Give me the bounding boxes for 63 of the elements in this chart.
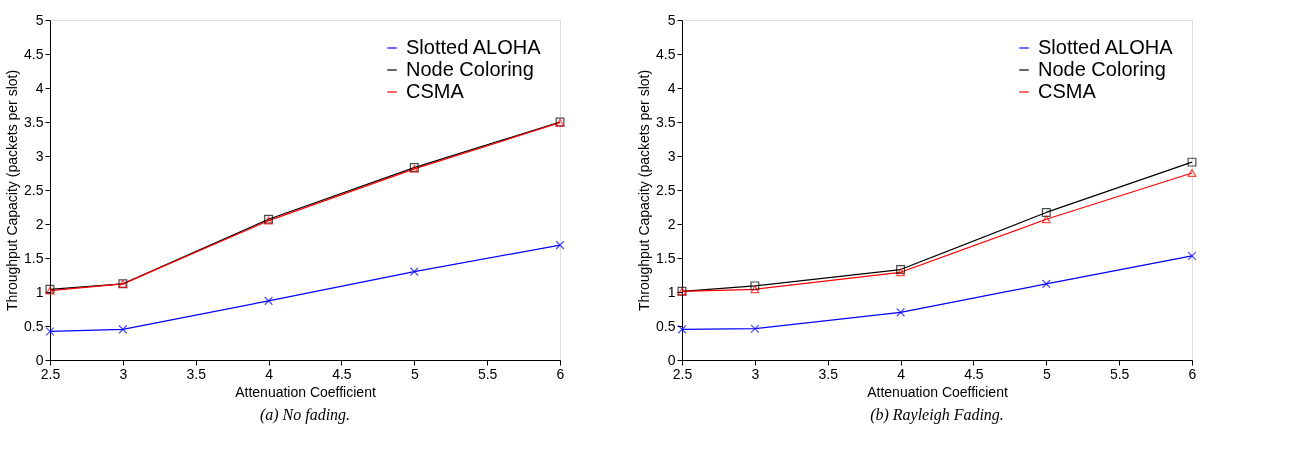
y-tick-label: 1	[35, 283, 44, 300]
point	[750, 285, 760, 294]
y-tick-label: 5	[667, 11, 676, 28]
y-tick-label: 2.5	[24, 181, 44, 198]
legend-label: CSMA	[406, 80, 465, 102]
y-tick-label: 3	[667, 147, 676, 164]
legend-label: Slotted ALOHA	[406, 36, 542, 58]
y-tick-label: 0.5	[24, 317, 44, 334]
point	[750, 324, 760, 334]
y-tick-label: 3.5	[656, 113, 676, 130]
x-tick-label: 6	[556, 365, 565, 382]
x-tick-label: 4.5	[332, 365, 352, 382]
x-axis-title: Attenuation Coefficient	[867, 383, 1008, 400]
legend-label: Node Coloring	[406, 58, 534, 80]
legend-label: CSMA	[1038, 80, 1097, 102]
y-tick-label: 3	[35, 147, 44, 164]
x-axis-title: Attenuation Coefficient	[235, 383, 376, 400]
y-tick-label: 3.5	[24, 113, 44, 130]
x-tick-label: 3	[119, 365, 128, 382]
y-tick-label: 4	[667, 79, 676, 96]
y-tick-label: 4.5	[656, 45, 676, 62]
point	[1041, 215, 1051, 224]
y-tick-label: 4.5	[24, 45, 44, 62]
point	[264, 296, 274, 306]
y-tick-label: 1.5	[656, 249, 676, 266]
text: (b) Rayleigh Fading.	[870, 406, 1004, 424]
y-tick-label: 4	[35, 79, 44, 96]
point	[1187, 169, 1197, 177]
y-tick-label: 0	[667, 351, 676, 368]
y-tick-label: 2.5	[656, 181, 676, 198]
point	[409, 267, 419, 277]
y-axis-title: Throughput Capacity (packets per slot)	[4, 69, 21, 312]
x-tick-label: 4.5	[964, 365, 984, 382]
y-tick-label: 2	[667, 215, 676, 232]
y-tick-label: 1.5	[24, 249, 44, 266]
y-tick-label: 2	[35, 215, 44, 232]
x-tick-label: 3.5	[818, 365, 839, 382]
x-tick-label: 3	[751, 365, 760, 382]
legend-label: Node Coloring	[1038, 58, 1166, 80]
x-tick-label: 5.5	[477, 365, 498, 382]
y-tick-label: 1	[667, 283, 676, 300]
point	[1041, 207, 1051, 217]
point	[1041, 279, 1051, 289]
y-tick-label: 5	[35, 11, 44, 28]
x-tick-label: 6	[1188, 365, 1197, 382]
point	[45, 326, 55, 336]
y-tick-label: 0	[35, 351, 44, 368]
x-tick-label: 5	[1042, 365, 1051, 382]
text: (a) No fading.	[259, 406, 351, 424]
x-tick-label: 5.5	[1109, 365, 1130, 382]
x-tick-label: 5	[410, 365, 419, 382]
legend-label: Slotted ALOHA	[1038, 36, 1174, 58]
y-axis-title: Throughput Capacity (packets per slot)	[636, 69, 653, 312]
x-tick-label: 4	[897, 365, 906, 382]
point	[555, 240, 565, 250]
point	[677, 324, 687, 334]
x-tick-label: 4	[265, 365, 274, 382]
point	[896, 307, 906, 317]
point	[1187, 251, 1197, 261]
x-tick-label: 3.5	[186, 365, 207, 382]
point	[1187, 157, 1197, 167]
point	[118, 324, 128, 334]
y-tick-label: 0.5	[656, 317, 676, 334]
